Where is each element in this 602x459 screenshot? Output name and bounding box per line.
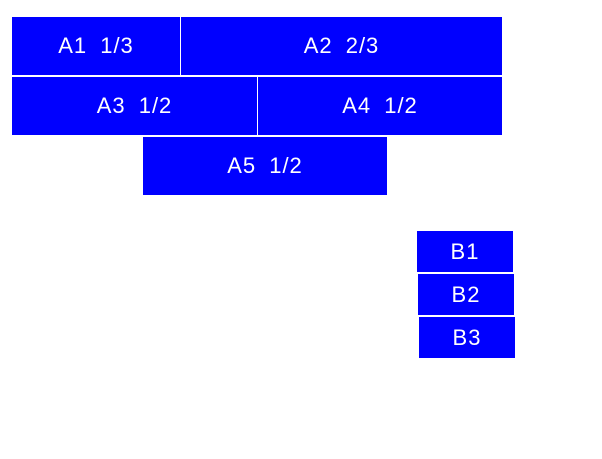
- box-a5: A5 1/2: [143, 137, 387, 195]
- box-b1: B1: [417, 231, 513, 272]
- box-a1: A1 1/3: [12, 17, 180, 75]
- box-a3: A3 1/2: [12, 77, 257, 135]
- box-a2: A2 2/3: [181, 17, 502, 75]
- box-a4: A4 1/2: [258, 77, 502, 135]
- box-b3: B3: [419, 317, 515, 358]
- box-b2: B2: [418, 274, 514, 315]
